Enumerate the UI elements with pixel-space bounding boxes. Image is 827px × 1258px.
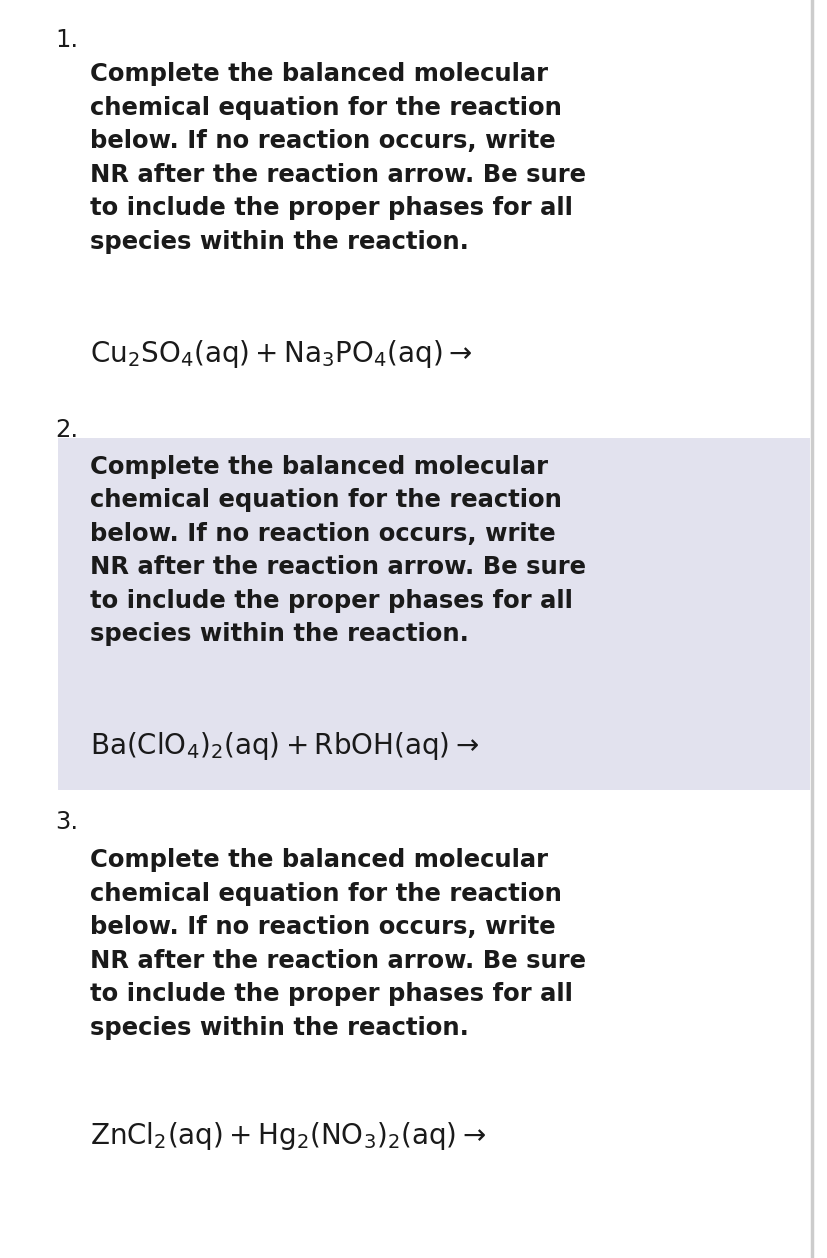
Text: $\mathbf{\mathrm{Cu_2SO_4(aq) + Na_3PO_4(aq) \rightarrow}}$: $\mathbf{\mathrm{Cu_2SO_4(aq) + Na_3PO_4… (90, 338, 472, 370)
Text: Complete the balanced molecular
chemical equation for the reaction
below. If no : Complete the balanced molecular chemical… (90, 62, 586, 254)
FancyBboxPatch shape (58, 438, 809, 790)
Text: 2.: 2. (55, 418, 78, 442)
Text: Complete the balanced molecular
chemical equation for the reaction
below. If no : Complete the balanced molecular chemical… (90, 848, 586, 1039)
Text: 1.: 1. (55, 28, 78, 52)
Text: 3.: 3. (55, 810, 78, 834)
Text: Complete the balanced molecular
chemical equation for the reaction
below. If no : Complete the balanced molecular chemical… (90, 455, 586, 647)
Text: $\mathbf{\mathrm{Ba(ClO_4)_2(aq) + RbOH(aq) \rightarrow}}$: $\mathbf{\mathrm{Ba(ClO_4)_2(aq) + RbOH(… (90, 730, 479, 762)
Text: $\mathbf{\mathrm{ZnCl_2(aq) + Hg_2(NO_3)_2(aq) \rightarrow}}$: $\mathbf{\mathrm{ZnCl_2(aq) + Hg_2(NO_3)… (90, 1120, 485, 1152)
